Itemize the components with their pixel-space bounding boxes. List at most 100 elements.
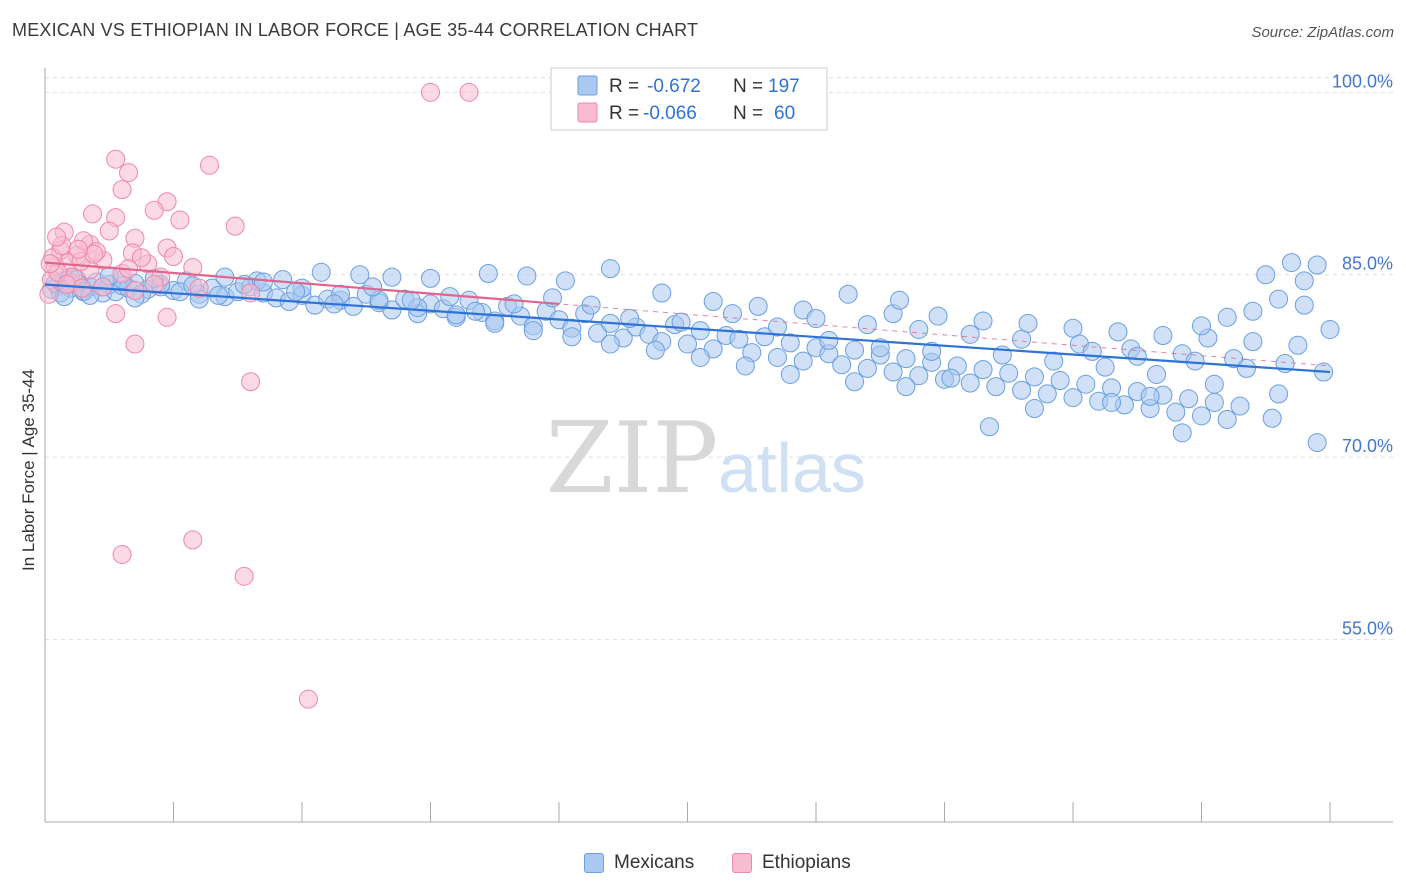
mexicans-point: [819, 330, 839, 350]
mexicans-point: [690, 321, 710, 341]
mexicans-point: [253, 272, 273, 292]
mexicans-point: [973, 311, 993, 331]
scatter-chart: ZIP atlas 100.0%85.0%70.0%55.0%0.0%100.0…: [19, 67, 1393, 823]
mexicans-point: [1281, 253, 1301, 273]
mexicans-point: [1192, 316, 1211, 336]
watermark-zip: ZIP: [546, 402, 719, 516]
y-tick-label: 100.0%: [1332, 71, 1393, 91]
ethiopians-point: [170, 210, 190, 230]
mexicans-point: [1063, 318, 1083, 338]
mexicans-point: [1012, 380, 1032, 400]
ethiopians-point: [144, 200, 164, 220]
mexicans-point: [922, 341, 942, 361]
mexicans-point: [1204, 392, 1224, 412]
mexicans-point: [1063, 388, 1083, 408]
mexicans-point: [1044, 351, 1064, 371]
mexicans-point: [1217, 409, 1237, 429]
mexicans-point: [845, 340, 865, 360]
mexicans-point: [273, 270, 293, 290]
mexicans-point: [890, 290, 910, 310]
mexicans-point: [767, 317, 787, 337]
mexicans-point: [1082, 341, 1102, 361]
mexicans-point: [1166, 402, 1186, 422]
mexicans-point: [979, 417, 999, 437]
mexicans-point: [600, 259, 620, 279]
mexicans-point: [838, 284, 858, 304]
legend-label-ethiopians: Ethiopians: [762, 852, 851, 873]
mexicans-point: [1294, 295, 1314, 315]
mexicans-point: [928, 306, 948, 326]
legend-swatch-ethiopians: [577, 102, 598, 123]
mexicans-point: [1018, 313, 1038, 333]
mexicans-point: [1095, 357, 1115, 377]
mexicans-point: [562, 327, 582, 347]
mexicans-point: [1108, 322, 1128, 342]
mexicans-point: [1127, 346, 1147, 366]
mexicans-point: [973, 360, 993, 380]
ethiopians-point: [144, 274, 164, 294]
mexicans-point: [845, 372, 865, 392]
ethiopians-point: [119, 163, 139, 183]
legend-n-label-mexicans: N =: [733, 76, 763, 97]
source-note: Source: ZipAtlas.com: [1251, 24, 1394, 41]
y-tick-label: 55.0%: [1342, 619, 1393, 639]
ethiopians-point: [459, 82, 479, 102]
mexicans-point: [485, 313, 505, 333]
mexicans-point: [1243, 301, 1263, 321]
mexicans-point: [678, 334, 697, 354]
mexicans-point: [478, 264, 498, 284]
mexicans-point: [1172, 423, 1192, 443]
mexicans-point: [504, 294, 524, 314]
mexicans-point: [1153, 326, 1173, 346]
mexicans-point: [1262, 408, 1282, 428]
ethiopians-point: [106, 304, 126, 324]
mexicans-point: [1147, 364, 1167, 384]
ethiopians-point: [189, 278, 209, 298]
mexicans-point: [1230, 396, 1250, 416]
ethiopians-point: [39, 284, 59, 304]
y-tick-label: 70.0%: [1342, 436, 1393, 456]
mexicans-point: [555, 271, 575, 291]
trend-layer: [44, 261, 1331, 374]
ethiopians-point: [83, 204, 103, 224]
ethiopians-point: [241, 372, 261, 392]
ethiopians-point: [125, 334, 145, 354]
mexicans-point: [1102, 392, 1122, 412]
ethiopians-point: [421, 82, 440, 102]
mexicans-point: [896, 349, 916, 369]
mexicans-point: [1269, 289, 1289, 309]
mexicans-point: [703, 291, 723, 311]
points-layer: [39, 82, 1340, 709]
mexicans-point: [1217, 307, 1237, 327]
mexicans-point: [517, 266, 537, 286]
mexicans-point: [1140, 386, 1160, 406]
mexicans-point: [832, 355, 852, 375]
legend-r-label-mexicans: R =: [609, 76, 639, 97]
mexicans-point: [793, 351, 813, 371]
mexicans-point: [1243, 332, 1263, 352]
mexicans-point: [909, 319, 929, 339]
mexicans-point: [1185, 351, 1205, 371]
mexicans-point: [1024, 399, 1044, 419]
ethiopians-point: [112, 180, 132, 200]
ethiopians-point: [164, 247, 183, 266]
mexicans-point: [806, 309, 826, 329]
legend-n-value-ethiopians: 60: [774, 103, 795, 124]
mexicans-point: [960, 373, 980, 393]
ethiopians-point: [157, 307, 177, 327]
mexicans-point: [401, 290, 421, 310]
mexicans-point: [1024, 367, 1044, 387]
mexicans-point: [1288, 335, 1308, 355]
mexicans-point: [1050, 371, 1070, 391]
mexicans-point: [909, 366, 929, 386]
mexicans-point: [1294, 271, 1314, 291]
mexicans-point: [857, 358, 877, 378]
legend-swatch-pink: [732, 853, 752, 873]
mexicans-point: [652, 283, 672, 303]
legend-r-value-mexicans: -0.672: [647, 76, 701, 97]
ethiopians-point: [234, 566, 254, 586]
mexicans-point: [1076, 374, 1096, 394]
mexicans-point: [465, 301, 485, 321]
mexicans-point: [986, 377, 1006, 397]
watermark: ZIP atlas: [546, 402, 866, 516]
